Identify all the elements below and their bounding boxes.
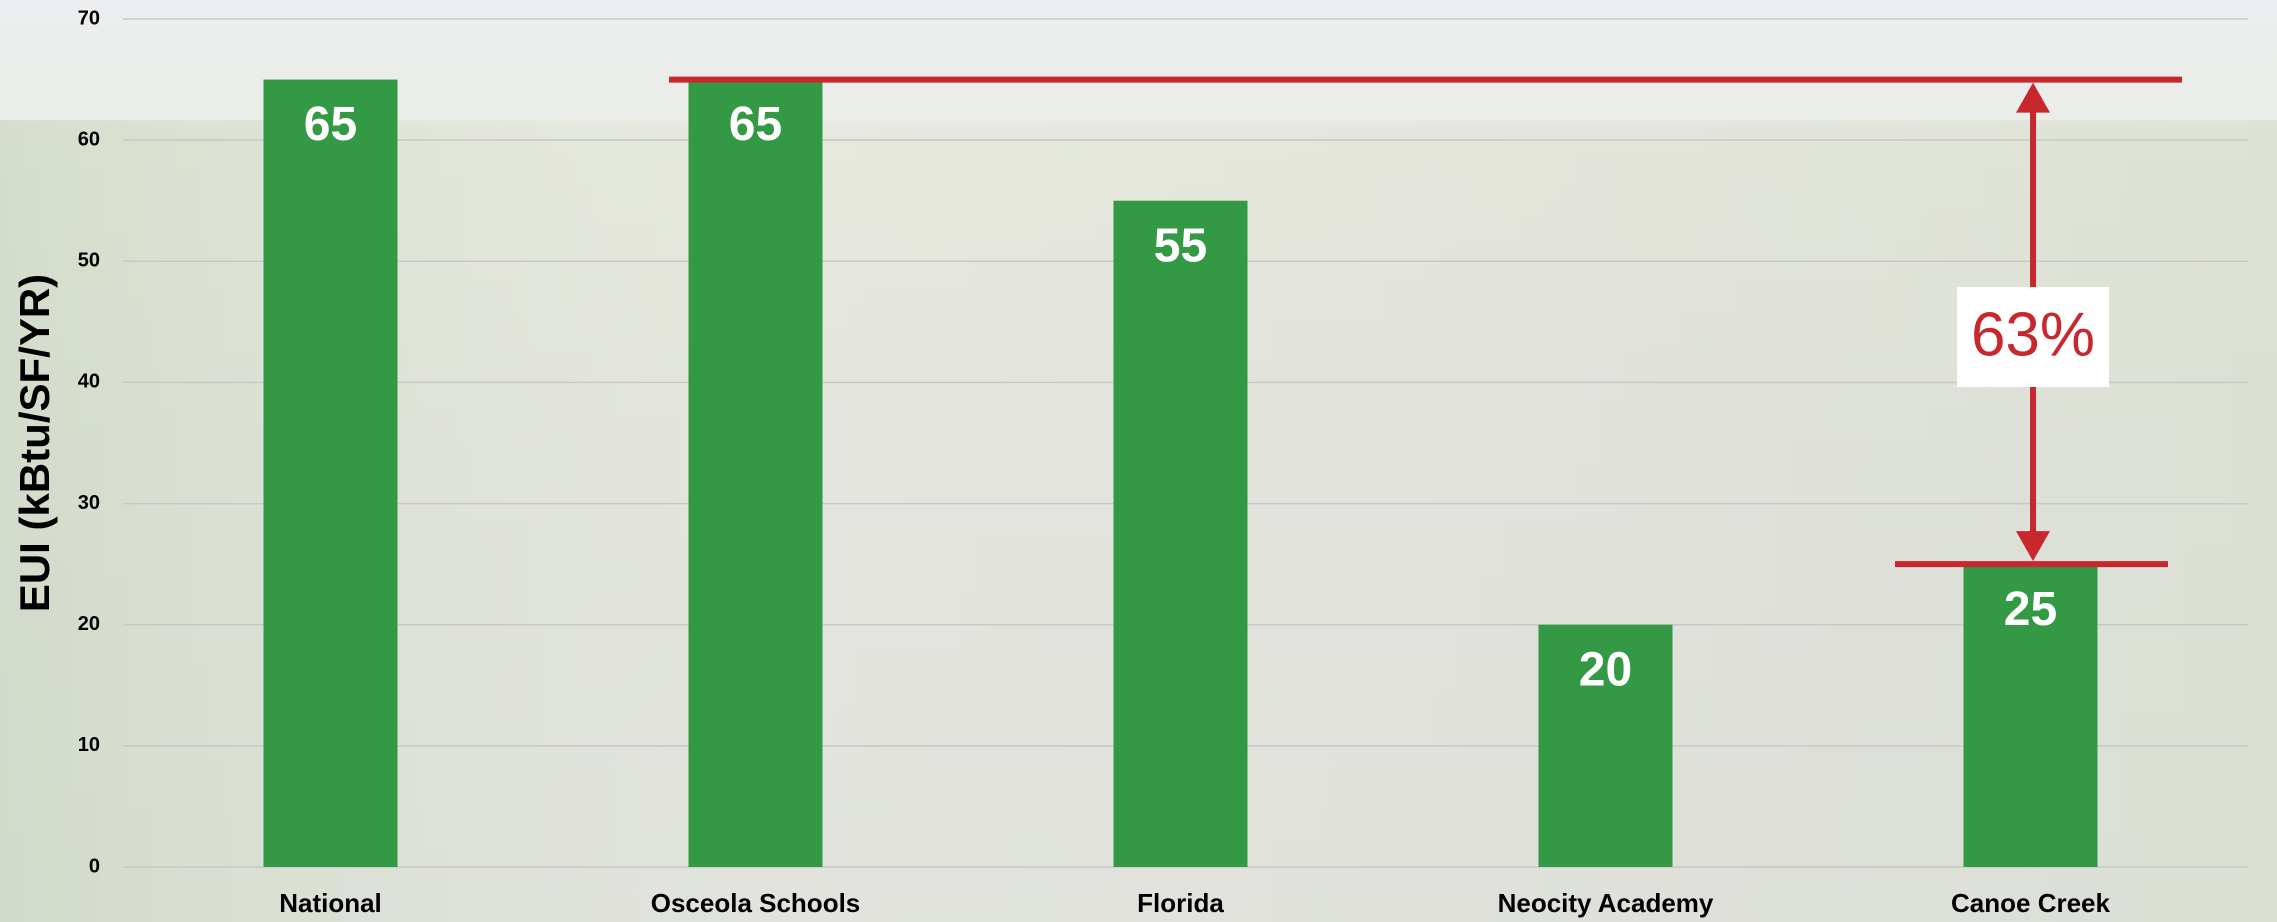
bar bbox=[1538, 624, 1673, 867]
data-label: 65 bbox=[729, 98, 782, 151]
y-tick-label: 30 bbox=[78, 492, 100, 514]
x-tick-label: Florida bbox=[1137, 888, 1224, 918]
y-tick-label: 0 bbox=[89, 855, 100, 877]
x-tick-label: National bbox=[279, 888, 382, 918]
y-tick-label: 60 bbox=[78, 128, 100, 150]
annotation: 63% bbox=[1971, 300, 2095, 369]
data-label: 20 bbox=[1579, 643, 1632, 696]
y-tick-label: 50 bbox=[78, 250, 100, 272]
y-tick-label: 10 bbox=[78, 734, 100, 756]
x-tick-label: Neocity Academy bbox=[1498, 888, 1714, 918]
x-tick-label: Osceola Schools bbox=[651, 888, 861, 918]
bar bbox=[1113, 200, 1248, 867]
arrow-head bbox=[2016, 531, 2050, 562]
bar bbox=[688, 79, 823, 868]
y-tick-label: 20 bbox=[78, 613, 100, 635]
data-label: 55 bbox=[1154, 219, 1207, 272]
y-tick-label: 40 bbox=[78, 371, 100, 393]
arrow-head bbox=[2016, 82, 2050, 113]
y-axis-title: EUI (kBtu/SF/YR) bbox=[11, 274, 58, 612]
annotation-box bbox=[1957, 287, 2109, 387]
bar bbox=[263, 79, 398, 868]
x-tick-label: Canoe Creek bbox=[1951, 888, 2110, 918]
data-label: 65 bbox=[304, 98, 357, 151]
data-label: 25 bbox=[2004, 583, 2057, 636]
y-tick-label: 70 bbox=[78, 7, 100, 29]
bar bbox=[1963, 564, 2098, 867]
